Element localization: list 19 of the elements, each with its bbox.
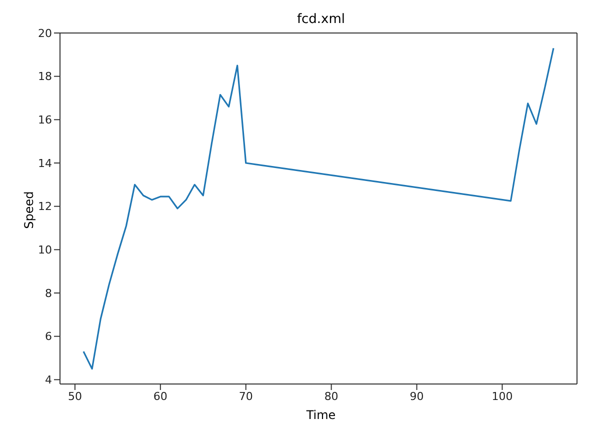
y-axis-title: Speed [22,191,36,229]
chart-title: fcd.xml [296,12,346,27]
x-tick-label: 80 [324,390,338,403]
x-tick-label: 60 [153,390,168,403]
y-tick-label: 12 [38,200,52,214]
line-series [82,47,554,370]
y-tick-label: 8 [45,286,52,300]
y-tick-label: 4 [45,374,52,387]
y-tick-label: 14 [38,156,52,170]
x-tick-label: 70 [238,390,253,403]
x-tick-label: 100 [492,390,513,403]
y-tick-label: 18 [38,70,52,84]
x-axis-title: Time [305,408,337,422]
y-tick-label: 20 [38,26,52,40]
y-tick-label: 10 [38,244,52,257]
y-tick-label: 16 [38,114,52,127]
x-tick-label: 50 [68,390,82,403]
x-tick-label: 90 [410,390,424,403]
y-tick-label: 6 [45,330,52,344]
